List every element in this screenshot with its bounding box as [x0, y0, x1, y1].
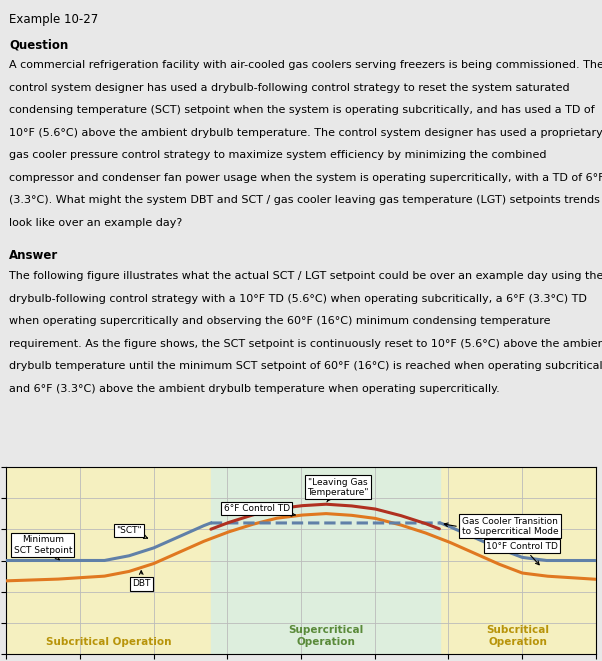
Text: look like over an example day?: look like over an example day? — [9, 217, 182, 227]
Text: Minimum
SCT Setpoint: Minimum SCT Setpoint — [14, 535, 72, 560]
Text: A commercial refrigeration facility with air-cooled gas coolers serving freezers: A commercial refrigeration facility with… — [9, 60, 602, 71]
Text: and 6°F (3.3°C) above the ambient drybulb temperature when operating supercritic: and 6°F (3.3°C) above the ambient drybul… — [9, 383, 500, 393]
Text: "Leaving Gas
Temperature": "Leaving Gas Temperature" — [307, 478, 368, 502]
Text: drybulb-following control strategy with a 10°F TD (5.6°C) when operating subcrit: drybulb-following control strategy with … — [9, 294, 587, 304]
Text: 10°F (5.6°C) above the ambient drybulb temperature. The control system designer : 10°F (5.6°C) above the ambient drybulb t… — [9, 128, 602, 137]
Text: Question: Question — [9, 38, 68, 51]
Text: DBT: DBT — [132, 571, 150, 588]
Text: 10°F Control TD: 10°F Control TD — [486, 542, 558, 564]
Text: compressor and condenser fan power usage when the system is operating supercriti: compressor and condenser fan power usage… — [9, 173, 602, 182]
Text: Answer: Answer — [9, 249, 58, 262]
Text: drybulb temperature until the minimum SCT setpoint of 60°F (16°C) is reached whe: drybulb temperature until the minimum SC… — [9, 361, 602, 371]
Text: "SCT": "SCT" — [116, 526, 147, 539]
Bar — [211, 467, 441, 654]
Text: The following figure illustrates what the actual SCT / LGT setpoint could be ove: The following figure illustrates what th… — [9, 272, 602, 282]
Text: (3.3°C). What might the system DBT and SCT / gas cooler leaving gas temperature : (3.3°C). What might the system DBT and S… — [9, 195, 600, 205]
Text: when operating supercritically and observing the 60°F (16°C) minimum condensing : when operating supercritically and obser… — [9, 316, 550, 327]
Text: Subcritical Operation: Subcritical Operation — [46, 637, 171, 646]
Text: Example 10-27: Example 10-27 — [9, 13, 98, 26]
Text: Subcritical
Operation: Subcritical Operation — [486, 625, 550, 646]
Text: gas cooler pressure control strategy to maximize system efficiency by minimizing: gas cooler pressure control strategy to … — [9, 150, 547, 160]
Text: requirement. As the figure shows, the SCT setpoint is continuously reset to 10°F: requirement. As the figure shows, the SC… — [9, 338, 602, 349]
Text: condensing temperature (SCT) setpoint when the system is operating subcritically: condensing temperature (SCT) setpoint wh… — [9, 105, 595, 116]
Text: Supercritical
Operation: Supercritical Operation — [288, 625, 363, 646]
Text: Gas Cooler Transition
to Supercritical Mode: Gas Cooler Transition to Supercritical M… — [444, 517, 558, 536]
Text: 6°F Control TD: 6°F Control TD — [224, 504, 296, 516]
Text: control system designer has used a drybulb-following control strategy to reset t: control system designer has used a drybu… — [9, 83, 569, 93]
